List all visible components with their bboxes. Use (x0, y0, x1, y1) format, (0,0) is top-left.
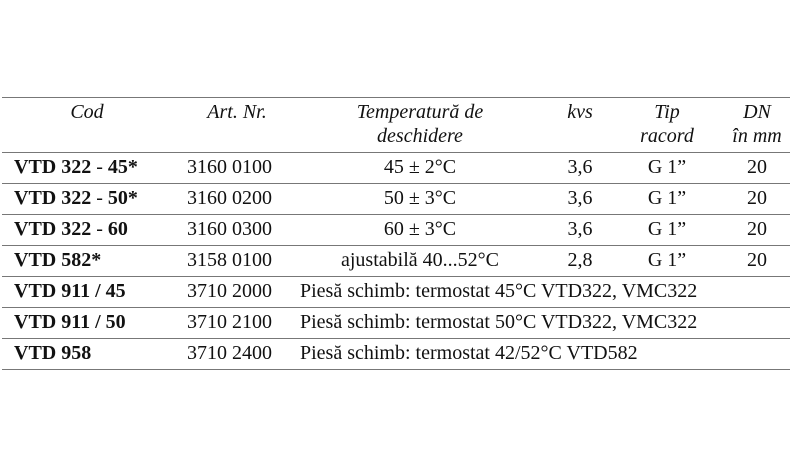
cell-cod: VTD 911 / 45 (14, 280, 126, 302)
cell-cod: VTD 582* (14, 249, 102, 271)
header-temperature: Temperatură de deschidere (300, 100, 540, 148)
cell-dn: 20 (747, 249, 767, 271)
table-row: VTD 911 / 50 3710 2100 Piesă schimb: ter… (2, 308, 790, 339)
cell-art: 3710 2000 (187, 280, 272, 302)
cell-art: 3710 2400 (187, 342, 272, 364)
cell-description: Piesă schimb: termostat 50°C VTD322, VMC… (300, 311, 698, 333)
cell-art: 3158 0100 (187, 249, 272, 271)
header-tip-line1: Tip (654, 101, 680, 123)
cell-tip: G 1” (647, 156, 687, 178)
header-kvs: kvs (567, 101, 593, 123)
header-dn-line2: în mm (732, 125, 782, 147)
cell-temp: ajustabilă 40...52°C (341, 249, 499, 271)
table-row: VTD 322 - 45* 3160 0100 45 ± 2°C 3,6 G 1… (2, 153, 790, 184)
cell-dn: 20 (747, 156, 767, 178)
table-row: VTD 322 - 60 3160 0300 60 ± 3°C 3,6 G 1”… (2, 215, 790, 246)
header-cod: Cod (70, 101, 104, 123)
cell-kvs: 3,6 (567, 187, 593, 209)
table-row: VTD 322 - 50* 3160 0200 50 ± 3°C 3,6 G 1… (2, 184, 790, 215)
cell-kvs: 2,8 (567, 249, 593, 271)
cell-tip: G 1” (647, 218, 687, 240)
table-row: VTD 582* 3158 0100 ajustabilă 40...52°C … (2, 246, 790, 277)
header-dn: DN în mm (717, 100, 797, 148)
product-table: Cod Art. Nr. Temperatură de deschidere kv… (2, 97, 790, 370)
table-row: VTD 911 / 45 3710 2000 Piesă schimb: ter… (2, 277, 790, 308)
cell-kvs: 3,6 (567, 218, 593, 240)
cell-temp: 60 ± 3°C (383, 218, 457, 240)
cell-cod: VTD 322 - 60 (14, 218, 128, 240)
cell-dn: 20 (747, 218, 767, 240)
header-temp-line2: deschidere (377, 125, 463, 147)
cell-tip: G 1” (647, 187, 687, 209)
cell-kvs: 3,6 (567, 156, 593, 178)
cell-description: Piesă schimb: termostat 42/52°C VTD582 (300, 342, 638, 364)
cell-art: 3160 0300 (187, 218, 272, 240)
cell-art: 3160 0100 (187, 156, 272, 178)
header-temp-line1: Temperatură de (356, 101, 484, 123)
cell-cod: VTD 958 (14, 342, 92, 364)
cell-temp: 45 ± 2°C (383, 156, 457, 178)
cell-art: 3160 0200 (187, 187, 272, 209)
table-row: VTD 958 3710 2400 Piesă schimb: termosta… (2, 339, 790, 370)
cell-temp: 50 ± 3°C (383, 187, 457, 209)
cell-description: Piesă schimb: termostat 45°C VTD322, VMC… (300, 280, 698, 302)
cell-cod: VTD 322 - 45* (14, 156, 138, 178)
cell-cod: VTD 911 / 50 (14, 311, 126, 333)
header-tip-line2: racord (640, 125, 694, 147)
cell-dn: 20 (747, 187, 767, 209)
cell-cod: VTD 322 - 50* (14, 187, 138, 209)
table-header: Cod Art. Nr. Temperatură de deschidere kv… (2, 98, 790, 153)
header-art: Art. Nr. (207, 101, 267, 123)
header-dn-line1: DN (743, 101, 771, 123)
cell-tip: G 1” (647, 249, 687, 271)
header-tip: Tip racord (627, 100, 707, 148)
cell-art: 3710 2100 (187, 311, 272, 333)
